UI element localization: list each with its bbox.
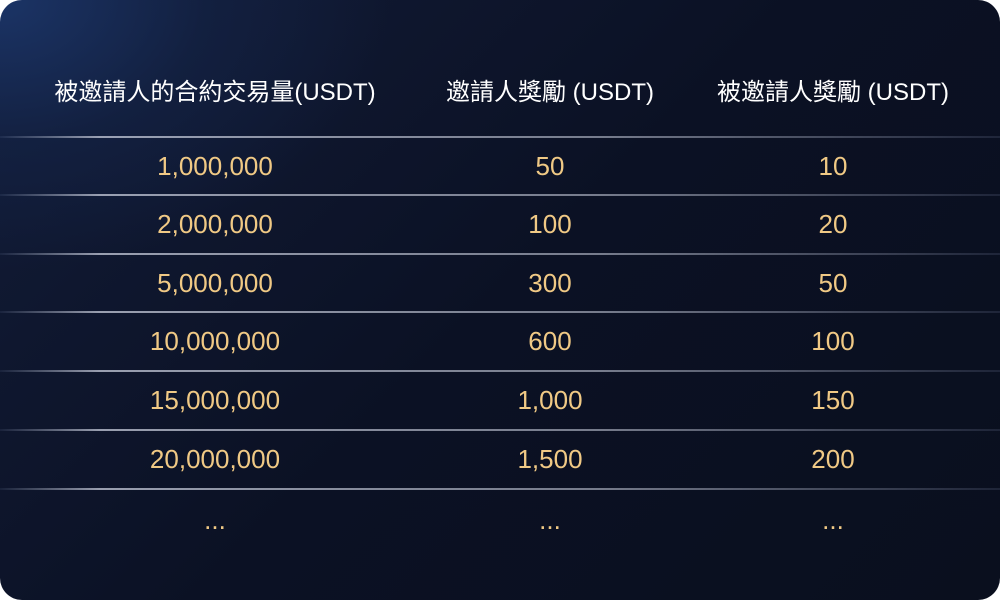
cell-invitee-volume: 15,000,000 bbox=[149, 385, 281, 415]
cell-invitee-reward: 150 bbox=[811, 385, 855, 415]
row-divider bbox=[0, 253, 1000, 255]
table-row: 10,000,000 600 100 bbox=[0, 312, 1000, 370]
table-row: 1,000,000 50 10 bbox=[0, 137, 1000, 195]
row-divider bbox=[0, 488, 1000, 490]
cell-inviter-reward: 100 bbox=[528, 209, 572, 239]
table-row: 20,000,000 1,500 200 bbox=[0, 430, 1000, 488]
cell-invitee-volume: ... bbox=[204, 505, 226, 535]
cell-invitee-volume: 20,000,000 bbox=[149, 444, 281, 474]
cell-invitee-volume: 2,000,000 bbox=[157, 209, 273, 239]
table-row: 15,000,000 1,000 150 bbox=[0, 371, 1000, 429]
cell-inviter-reward: ... bbox=[539, 505, 561, 535]
table-row: 5,000,000 300 50 bbox=[0, 254, 1000, 312]
cell-inviter-reward: 600 bbox=[528, 326, 572, 356]
cell-invitee-reward: 20 bbox=[818, 209, 848, 239]
cell-inviter-reward: 1,500 bbox=[517, 444, 583, 474]
cell-invitee-reward: 100 bbox=[811, 326, 855, 356]
cell-invitee-volume: 10,000,000 bbox=[149, 326, 281, 356]
header-invitee-reward: 被邀請人獎勵 (USDT) bbox=[717, 79, 949, 106]
header-inviter-reward: 邀請人獎勵 (USDT) bbox=[446, 79, 654, 106]
cell-invitee-volume: 1,000,000 bbox=[157, 151, 273, 181]
table-row: ......... bbox=[0, 491, 1000, 549]
cell-invitee-volume: 5,000,000 bbox=[157, 268, 273, 298]
row-divider bbox=[0, 311, 1000, 313]
table-row: 2,000,000 100 20 bbox=[0, 195, 1000, 253]
cell-invitee-reward: 200 bbox=[811, 444, 855, 474]
cell-inviter-reward: 1,000 bbox=[517, 385, 583, 415]
cell-invitee-reward: 50 bbox=[818, 268, 848, 298]
row-divider bbox=[0, 194, 1000, 196]
row-divider bbox=[0, 370, 1000, 372]
table-header: 被邀請人的合約交易量(USDT) 邀請人獎勵 (USDT) 被邀請人獎勵 (US… bbox=[0, 72, 1000, 108]
cell-invitee-reward: ... bbox=[822, 505, 844, 535]
cell-inviter-reward: 300 bbox=[528, 268, 572, 298]
row-divider bbox=[0, 136, 1000, 138]
cell-invitee-reward: 10 bbox=[818, 151, 848, 181]
header-invitee-volume: 被邀請人的合約交易量(USDT) bbox=[54, 79, 376, 106]
row-divider bbox=[0, 429, 1000, 431]
cell-inviter-reward: 50 bbox=[535, 151, 565, 181]
